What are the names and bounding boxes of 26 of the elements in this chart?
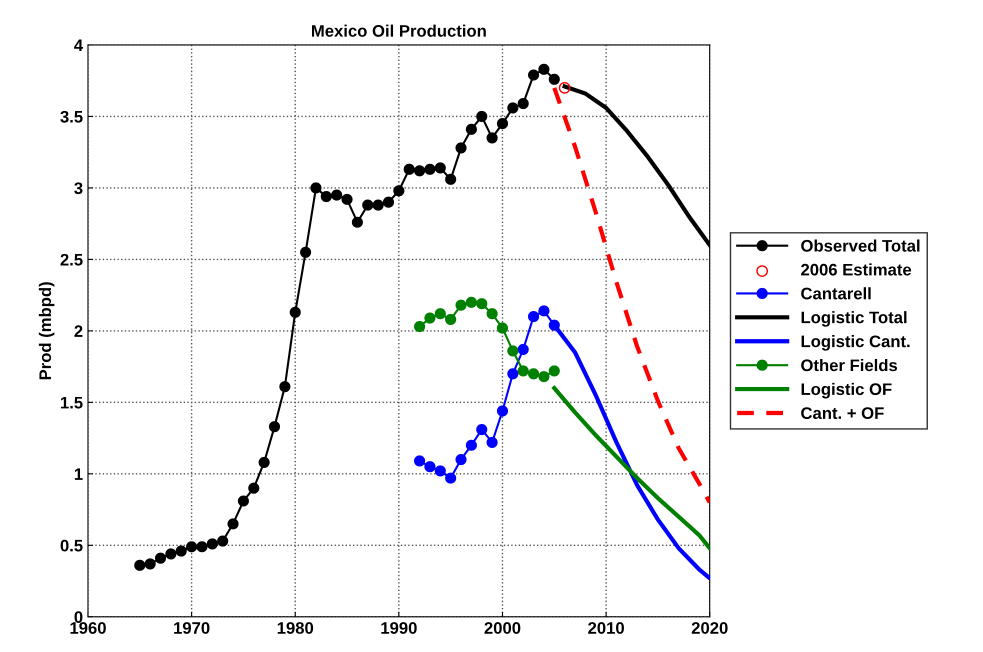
x-tick-label: 2010: [588, 622, 624, 634]
y-tick-label: 4: [74, 40, 84, 52]
legend-label: Logistic OF: [802, 382, 892, 398]
y-tick-label: 3.5: [60, 110, 83, 123]
y-axis-title: Prod (mbpd): [38, 282, 54, 380]
y-tick-label: 0.5: [60, 540, 83, 552]
legend-label: Other Fields: [801, 358, 898, 372]
legend-label: Cant. + OF: [801, 407, 884, 420]
x-tick-label: 2000: [484, 622, 520, 634]
x-tick-label: 1980: [278, 622, 314, 634]
y-tick-label: 1: [74, 468, 83, 480]
legend-label: Logistic Total: [802, 311, 906, 327]
legend-label: Observed Total: [801, 239, 920, 252]
legend-label: Cantarell: [801, 287, 871, 300]
y-tick-label: 2.5: [60, 254, 83, 266]
legend-label: Logistic Cant.: [802, 335, 910, 351]
chart-title: Mexico Oil Production: [312, 24, 486, 37]
x-tick-label: 1990: [381, 622, 417, 634]
x-tick-label: 1960: [70, 622, 106, 634]
x-tick-label: 1970: [174, 622, 210, 634]
x-tick-label: 2020: [692, 622, 728, 634]
y-tick-label: 1.5: [61, 396, 83, 409]
y-tick-label: 3: [74, 182, 83, 194]
y-tick-label: 0: [74, 611, 82, 623]
legend-label: 2006 Estimate: [801, 263, 912, 276]
y-tick-label: 2: [74, 325, 82, 337]
